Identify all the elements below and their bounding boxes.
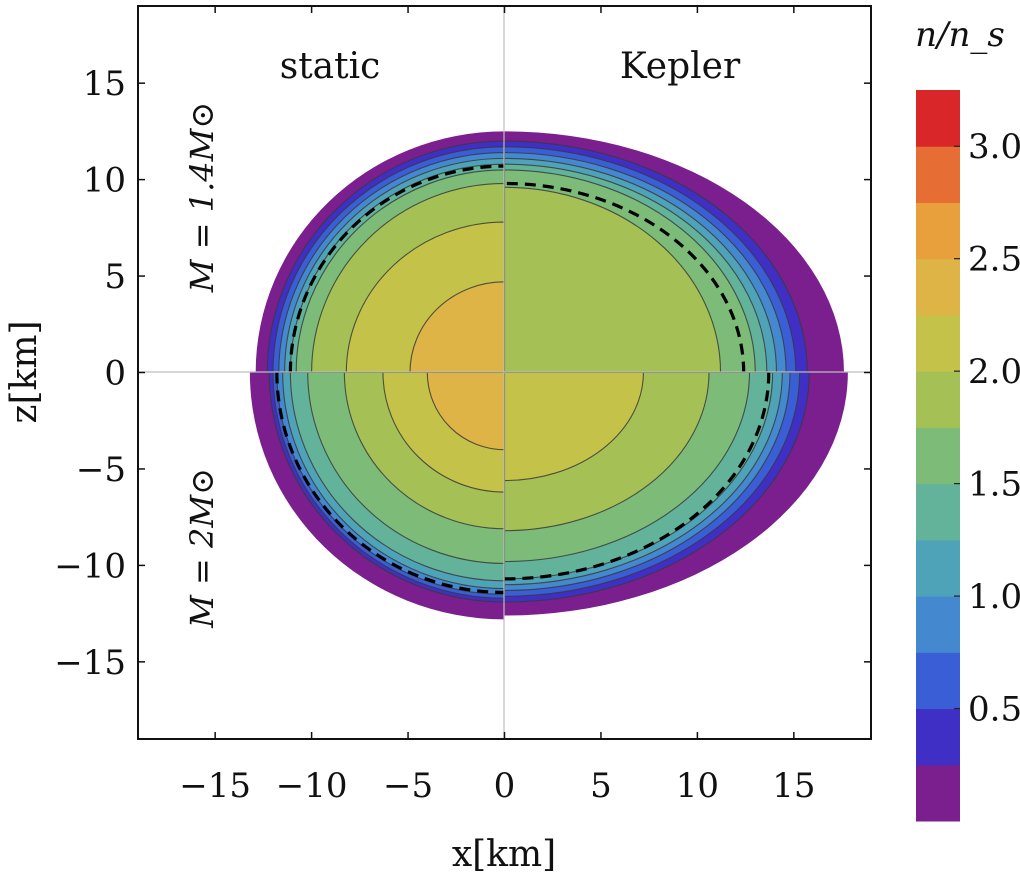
colorbar-swatch-7	[916, 371, 960, 428]
kepler-label: Kepler	[620, 46, 741, 87]
mass-label-bottom: M = 2M⊙	[183, 468, 221, 629]
contour-band-top-left-9	[409, 281, 506, 374]
colorbar-swatch-12	[916, 90, 960, 147]
colorbar: 0.5 1.0 1.5 2.0 2.5 3.0	[916, 90, 1020, 822]
colorbar-swatch-4	[916, 539, 960, 597]
colorbar-swatch-5	[916, 483, 960, 541]
colorbar-tick-label-5: 3.0	[968, 127, 1020, 167]
colorbar-swatch-8	[916, 314, 960, 372]
x-tick-label-1: −10	[276, 766, 348, 806]
colorbar-tick-label-3: 2.0	[968, 352, 1020, 392]
colorbar-swatch-9	[916, 258, 960, 316]
contour-band-bottom-left-9	[426, 371, 506, 451]
colorbar-tick-label-1: 1.0	[968, 577, 1020, 617]
y-tick-label-1: 10	[83, 161, 126, 201]
y-tick-label-5: −10	[54, 546, 126, 586]
contour-band-top-right-7	[503, 186, 722, 374]
colorbar-swatch-1	[916, 708, 960, 766]
y-tick-label-6: −15	[54, 643, 126, 683]
dashed-contour-top-left	[288, 164, 505, 373]
dashed-contour-top-right	[504, 181, 746, 373]
y-tick-label-4: −5	[76, 450, 126, 490]
colorbar-tick-label-0: 0.5	[968, 690, 1020, 730]
dashed-surface-group	[275, 164, 771, 594]
x-tick-label-3: 0	[494, 766, 516, 806]
colorbar-swatch-3	[916, 596, 960, 653]
x-tick-label-4: 5	[590, 766, 612, 806]
colorbar-tick-label-4: 2.5	[968, 240, 1020, 280]
colorbar-swatch-6	[916, 427, 960, 485]
x-axis-ticks: −15 −10 −5 0 5 10 15	[179, 6, 815, 806]
contour-group	[249, 131, 848, 620]
colorbar-swatch-10	[916, 202, 960, 260]
y-tick-label-2: 5	[104, 257, 126, 297]
x-tick-label-0: −15	[179, 766, 251, 806]
colorbar-swatch-2	[916, 652, 960, 710]
x-axis-label: x[km]	[452, 834, 556, 875]
y-tick-label-3: 0	[104, 354, 126, 394]
x-tick-label-6: 15	[772, 766, 815, 806]
colorbar-swatch-11	[916, 146, 960, 203]
x-tick-label-2: −5	[383, 766, 433, 806]
colorbar-title: n/n_s	[915, 15, 1005, 55]
dashed-contour-bottom-right	[504, 372, 771, 581]
colorbar-swatch-0	[916, 764, 960, 822]
contour-band-bottom-right-8	[503, 371, 644, 482]
y-tick-label-0: 15	[83, 64, 126, 104]
static-label: static	[280, 46, 381, 87]
x-tick-label-5: 10	[676, 766, 719, 806]
mass-label-top: M = 1.4M⊙	[183, 102, 221, 293]
y-axis-ticks: 15 10 5 0 −5 −10 −15	[54, 64, 871, 683]
colorbar-tick-label-2: 1.5	[968, 465, 1020, 505]
y-axis-label: z[km]	[4, 320, 45, 423]
